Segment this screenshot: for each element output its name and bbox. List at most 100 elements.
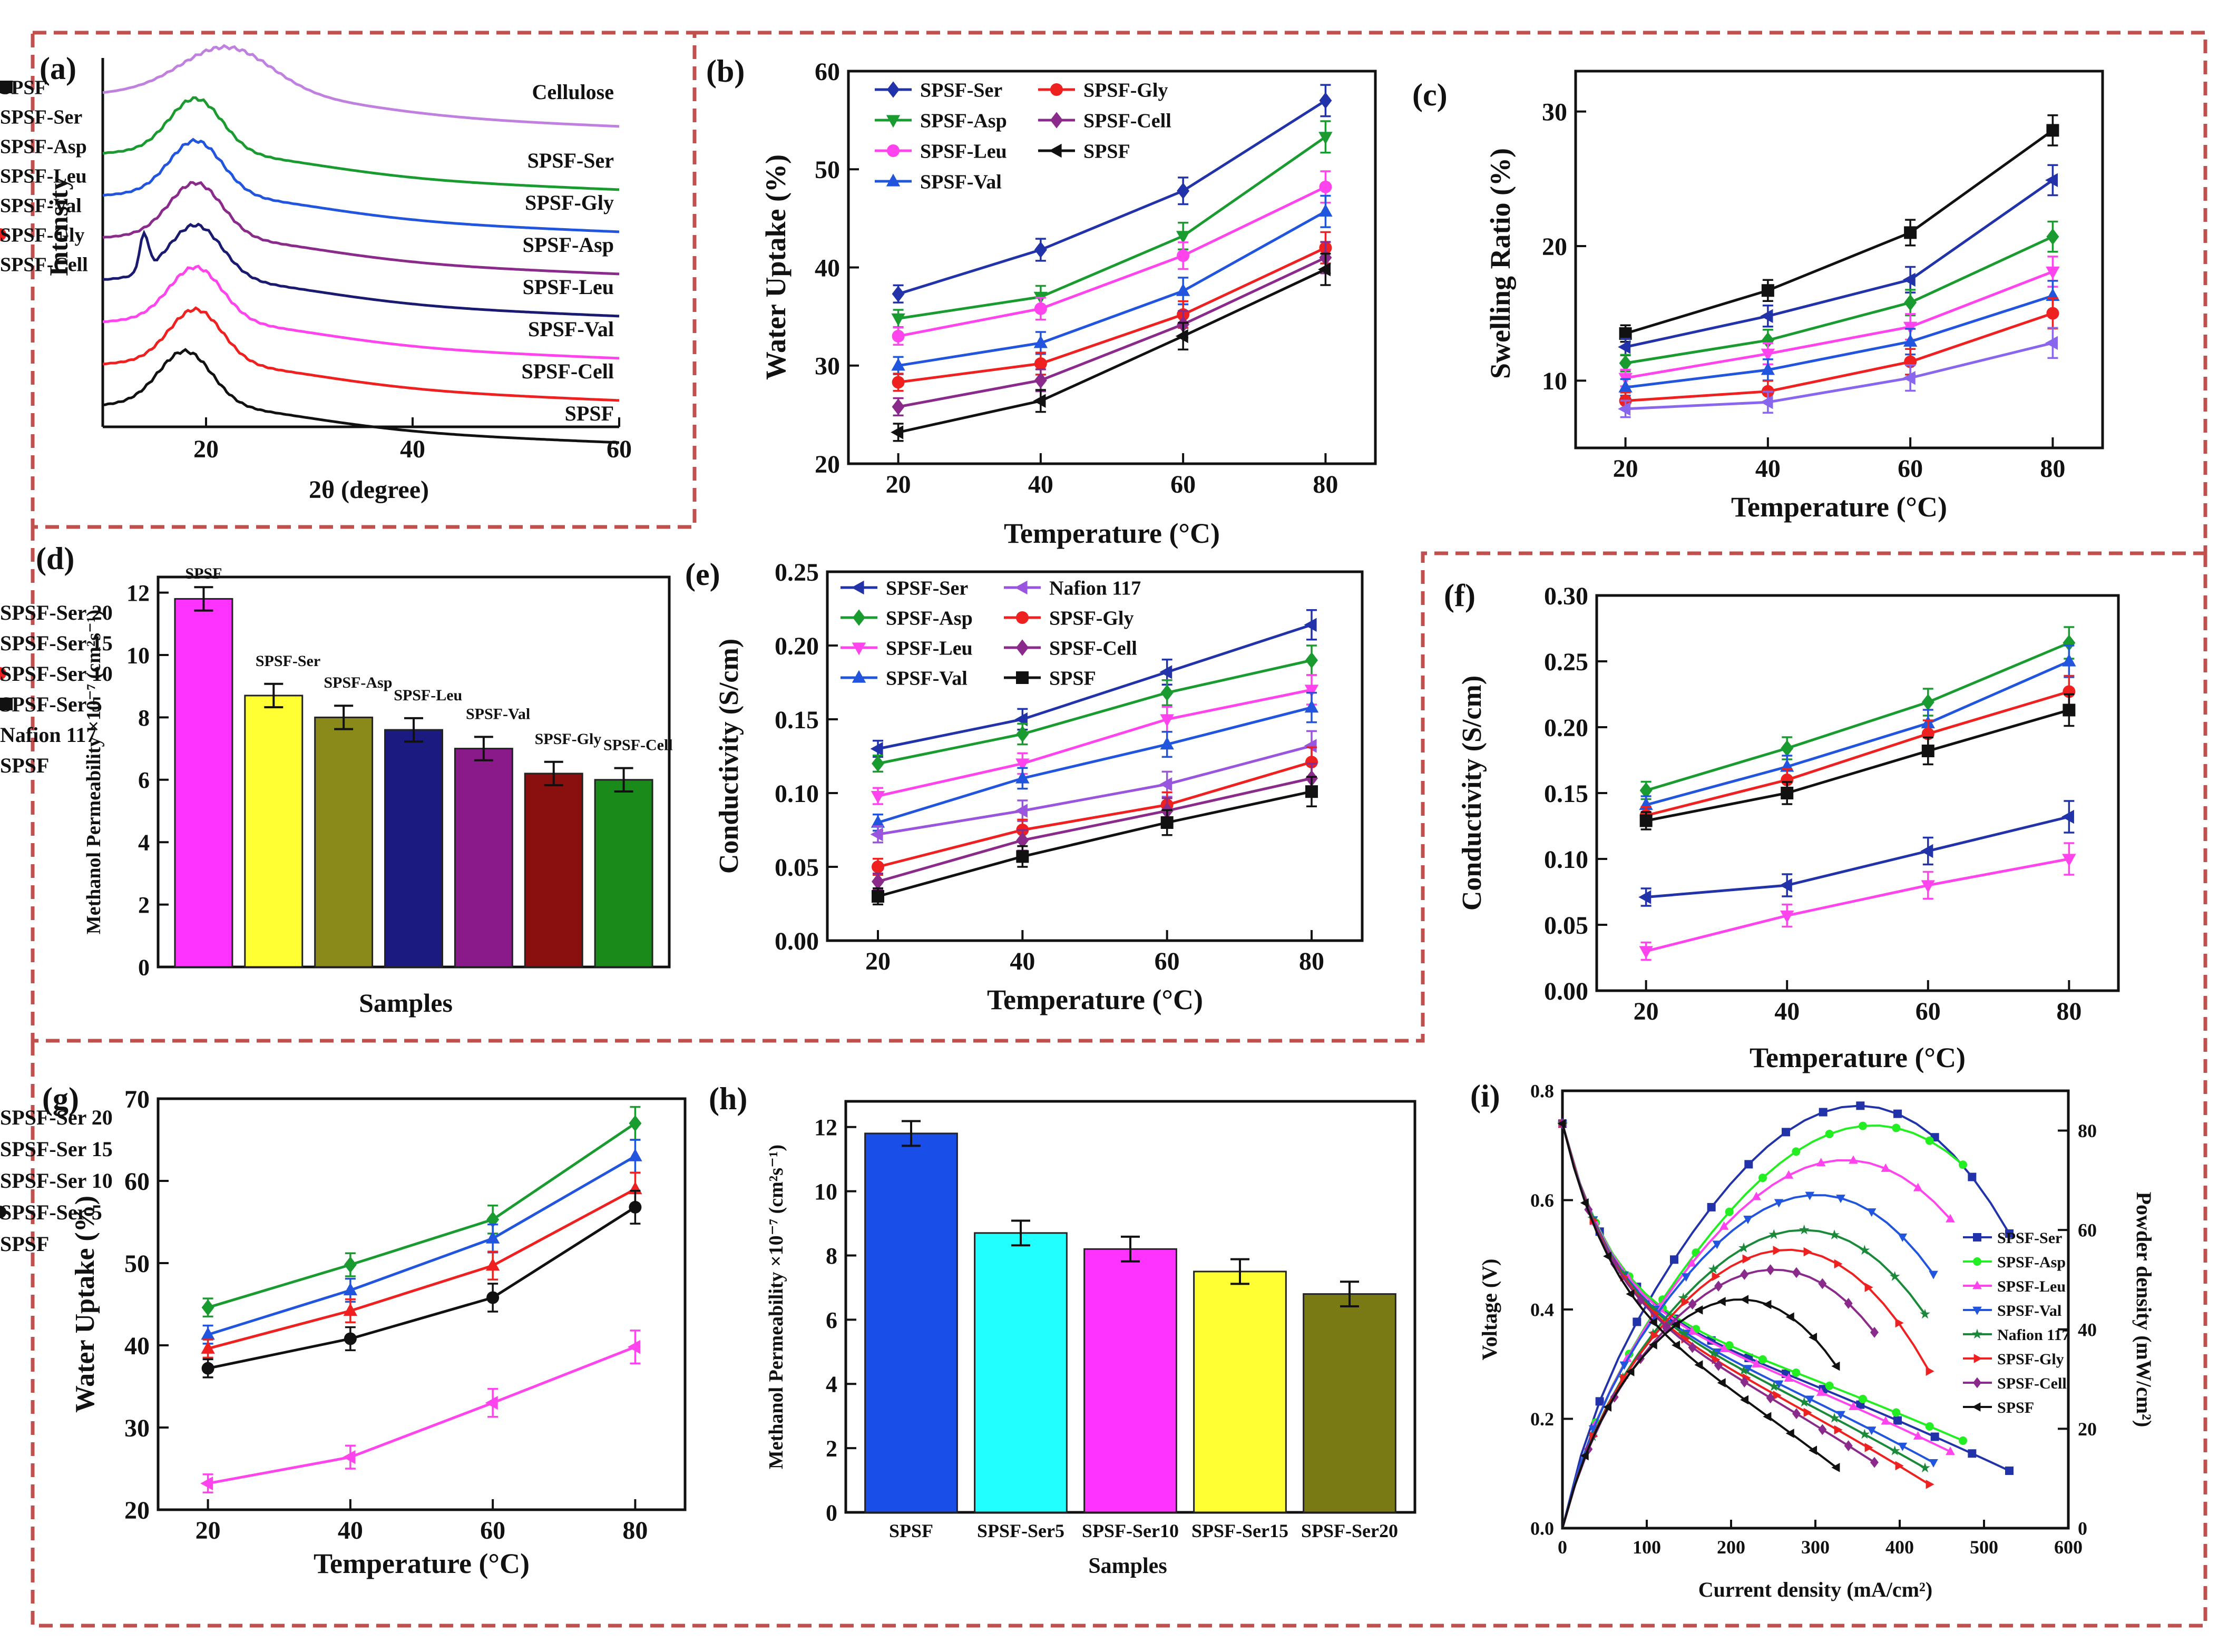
c-xtick-label: 80	[2040, 455, 2065, 483]
f-line-spsf-ser-15	[1645, 660, 2070, 806]
i-ytick-right-label: 20	[2078, 1419, 2097, 1440]
panel-f: 20 40 60 800.000.050.100.150.200.250.30Temp…	[0, 578, 2120, 1073]
g-point-spsf-ser-20	[629, 1115, 642, 1132]
g-ytick-label: 40	[124, 1332, 150, 1360]
f-point-nafion-117	[1779, 878, 1792, 893]
f-line-spsf	[1645, 857, 2069, 953]
d-errorbar	[404, 717, 423, 743]
i-voltage-point-spsf-asp	[1859, 1394, 1867, 1403]
panel-h: 0 2 4 6 8 10 12 Samples Methanol Permeability ×1…	[709, 1081, 1416, 1578]
e-series-spsf-leu	[871, 674, 1319, 805]
h-category-label: SPSF-Ser10	[1082, 1520, 1179, 1541]
i-voltage-point-spsf	[1626, 1289, 1635, 1299]
f-point-nafion-117	[2061, 809, 2074, 824]
e-legend-label: SPSF-Gly	[1049, 607, 1133, 629]
c-point-spsf-gly	[2046, 307, 2059, 320]
d-bar-spsf-leu	[384, 729, 443, 968]
i-legend-label: SPSF	[1997, 1399, 2034, 1416]
g-legend-label: SPSF	[0, 1232, 49, 1256]
d-ytick-label: 10	[126, 642, 150, 668]
g-line-spsf-ser-5	[208, 1206, 636, 1370]
b-line-spsf-val	[898, 210, 1326, 367]
g-series-spsf-ser-5	[201, 1189, 642, 1379]
g-point-spsf	[628, 1340, 641, 1354]
i-legend-marker	[1973, 1377, 1981, 1389]
e-point-spsf	[872, 890, 885, 903]
d-category-label: SPSF-Ser	[256, 652, 320, 670]
a-xlabel: 2θ (degree)	[309, 476, 429, 504]
i-voltage-point-nafion-117	[1617, 1268, 1628, 1279]
i-voltage-point-spsf	[1672, 1340, 1680, 1350]
d-bar-spsf-ser	[244, 695, 304, 968]
panel-c: 20 40 60 80 10 20 30 Temperature (°C) Swelling R…	[0, 70, 2104, 523]
i-power-point-spsf-gly	[1742, 1254, 1751, 1264]
b-line-spsf	[898, 268, 1326, 434]
c-point-spsf-leu	[2046, 266, 2060, 279]
f-line-nafion-117	[1646, 815, 2069, 898]
e-ytick-label: 0.15	[775, 706, 819, 734]
e-point-spsf-asp	[1016, 726, 1029, 742]
i-power-point-spsf-gly	[1864, 1283, 1873, 1292]
c-line-spsf-cell	[1625, 341, 2053, 410]
b-legend-label: SPSF-Val	[920, 171, 1002, 193]
b-ytick-label: 50	[815, 156, 840, 184]
e-point-nafion-117	[1014, 804, 1028, 818]
i-power-point-spsf-ser	[1819, 1108, 1828, 1117]
b-point-spsf	[891, 425, 904, 439]
c-point-spsf-ser	[2045, 173, 2058, 188]
e-xtick-label: 80	[1299, 947, 1324, 975]
d-ytick-label: 0	[138, 954, 150, 980]
d-ytick-label: 6	[138, 767, 150, 793]
c-point-spsf-asp	[1761, 332, 1774, 349]
i-voltage-point-spsf-val	[1836, 1411, 1845, 1420]
g-point-spsf	[343, 1450, 356, 1464]
g-ytick-label: 70	[124, 1086, 150, 1113]
e-legend-label: SPSF-Asp	[886, 607, 973, 629]
i-power-point-spsf	[1580, 1451, 1589, 1461]
e-legend-label: SPSF-Cell	[1049, 637, 1137, 659]
i-power-point-spsf	[1694, 1305, 1703, 1315]
b-point-spsf-gly	[892, 376, 905, 389]
c-point-spsf-asp	[1904, 294, 1917, 311]
i-voltage-point-nafion-117	[1708, 1347, 1719, 1358]
b-xlabel: Temperature (°C)	[1004, 517, 1220, 549]
i-voltage-point-spsf-asp	[1725, 1341, 1734, 1350]
i-voltage-point-spsf-leu	[1719, 1343, 1729, 1352]
g-ytick-label: 20	[124, 1497, 150, 1524]
c-point-spsf-ser	[1618, 340, 1631, 354]
i-voltage-point-spsf-ser	[1968, 1449, 1977, 1458]
i-voltage-point-spsf-cell	[1766, 1392, 1775, 1404]
h-bar-spsf	[864, 1132, 958, 1513]
i-voltage-point-spsf	[1694, 1360, 1703, 1370]
i-legend-label: SPSF-Gly	[1997, 1351, 2064, 1368]
c-line-spsf-val	[1625, 295, 2054, 389]
i-voltage-point-spsf-ser	[1893, 1416, 1902, 1425]
b-series-spsf-leu	[892, 170, 1332, 346]
b-point-spsf-val	[891, 358, 905, 371]
i-power-point-spsf-ser	[1744, 1160, 1753, 1169]
d-category-label: SPSF-Leu	[394, 687, 462, 704]
i-power-point-spsf-gly	[1773, 1246, 1782, 1255]
e-line-spsf-cell	[877, 777, 1312, 883]
d-ylabel: Methanol Permeability ×10⁻⁷ (cm²s⁻¹)	[83, 610, 105, 934]
i-voltage-point-spsf-leu	[1946, 1446, 1955, 1455]
e-ytick-label: 0.20	[775, 632, 819, 660]
b-series-spsf	[891, 252, 1331, 442]
i-power-point-spsf-val	[1681, 1273, 1691, 1282]
i-legend-marker	[1973, 1257, 1981, 1266]
i-legend-marker	[1972, 1306, 1982, 1315]
i-voltage-point-spsf-asp	[1892, 1408, 1901, 1417]
i-voltage-point-nafion-117	[1829, 1412, 1840, 1423]
i-voltage-point-nafion-117	[1920, 1462, 1930, 1473]
d-errorbar	[544, 760, 563, 787]
e-xlabel: Temperature (°C)	[987, 984, 1203, 1015]
d-errorbar	[334, 705, 354, 730]
a-curve-spsf-leu	[102, 222, 620, 318]
i-power-point-nafion-117	[1920, 1308, 1930, 1319]
c-point-spsf-asp	[1619, 355, 1632, 372]
i-power-point-spsf-gly	[1620, 1373, 1629, 1383]
i-voltage-point-nafion-117	[1799, 1396, 1810, 1407]
i-power-point-spsf-ser	[1968, 1172, 1977, 1181]
i-power-point-spsf-asp	[1892, 1123, 1901, 1132]
